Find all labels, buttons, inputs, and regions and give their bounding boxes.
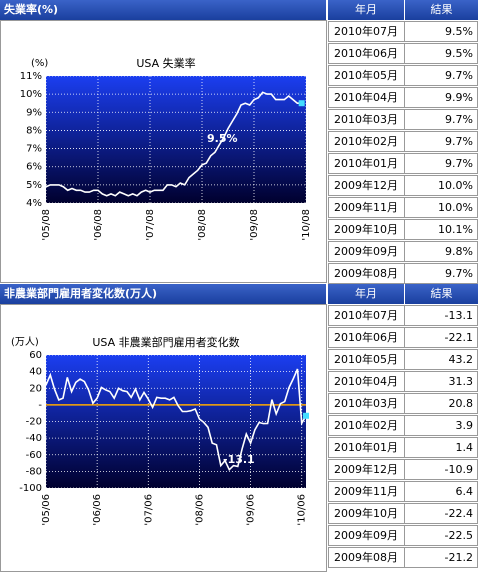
value-cell: -10.9	[404, 459, 478, 480]
date-cell: 2010年02月	[328, 415, 405, 436]
x-tick-label: '06/08	[93, 209, 104, 241]
date-cell: 2010年04月	[328, 87, 405, 108]
y-tick-label: -40	[26, 433, 42, 444]
y-tick-label: 5%	[26, 180, 42, 191]
x-tick-label: '09/08	[249, 209, 260, 241]
y-tick-label: 40	[29, 367, 42, 378]
x-tick-label: '10/08	[301, 209, 312, 241]
chart-title: USA 失業率	[136, 56, 195, 70]
date-cell: 2010年07月	[328, 305, 405, 326]
date-cell: 2009年10月	[328, 503, 405, 524]
value-cell: 9.7%	[404, 131, 478, 152]
date-cell: 2010年06月	[328, 43, 405, 64]
date-cell: 2009年09月	[328, 525, 405, 546]
date-cell: 2009年09月	[328, 241, 405, 262]
x-tick-label: '08/08	[197, 209, 208, 241]
y-tick-label: 10%	[20, 89, 42, 100]
y-tick-label: -60	[26, 450, 42, 461]
value-cell: 9.7%	[404, 153, 478, 174]
x-tick-label: '05/06	[41, 494, 52, 526]
value-cell: 9.8%	[404, 241, 478, 262]
value-cell: -21.2	[404, 547, 478, 568]
chart-box: USA 失業率 (%) 4% 5% 6% 7% 8% 9% 10% 11% '05/08 '06/08…	[0, 20, 327, 283]
y-tick-label: -20	[26, 417, 42, 428]
value-cell: -22.5	[404, 525, 478, 546]
chart-title: USA 非農業部門雇用者変化数	[92, 335, 239, 349]
chart-box: USA 非農業部門雇用者変化数 (万人) -100 -80 -60 -40 -20-20 40…	[0, 304, 327, 572]
col-header: 結果	[405, 284, 478, 304]
annotation: 9.5%	[207, 132, 238, 145]
value-cell: 9.5%	[404, 21, 478, 42]
date-cell: 2010年01月	[328, 153, 405, 174]
date-cell: 2010年03月	[328, 109, 405, 130]
date-cell: 2010年01月	[328, 437, 405, 458]
col-header: 年月	[328, 284, 404, 304]
value-cell: 3.9	[404, 415, 478, 436]
y-axis-label: (万人)	[11, 336, 39, 348]
date-cell: 2010年06月	[328, 327, 405, 348]
y-tick-label: -	[38, 400, 42, 411]
value-cell: 9.5%	[404, 43, 478, 64]
x-tick-label: '10/06	[297, 494, 308, 526]
y-tick-label: 60	[29, 350, 42, 361]
date-cell: 2010年07月	[328, 21, 405, 42]
date-cell: 2010年03月	[328, 393, 405, 414]
value-cell: 6.4	[404, 481, 478, 502]
y-tick-label: 6%	[26, 162, 42, 173]
value-cell: 10.1%	[404, 219, 478, 240]
x-tick-label: '07/08	[145, 209, 156, 241]
x-tick-label: '05/08	[41, 209, 52, 241]
annotation: -13.1	[223, 453, 255, 466]
value-cell: 31.3	[404, 371, 478, 392]
y-tick-label: 20	[29, 383, 42, 394]
date-cell: 2010年02月	[328, 131, 405, 152]
last-point	[298, 100, 305, 107]
value-cell: -22.4	[404, 503, 478, 524]
chart: USA 失業率 (%) 4% 5% 6% 7% 8% 9% 10% 11% '05/08 '06/08…	[20, 56, 312, 241]
last-point	[303, 412, 309, 419]
date-cell: 2009年12月	[328, 459, 405, 480]
series-line	[45, 91, 302, 197]
x-tick-label: '06/06	[92, 494, 103, 526]
col-header: 年月	[328, 0, 404, 20]
date-cell: 2009年11月	[328, 481, 405, 502]
value-cell: 43.2	[404, 349, 478, 370]
chart: USA 非農業部門雇用者変化数(万人)-100-80-60-40-20-2040…	[11, 335, 309, 526]
date-cell: 2010年05月	[328, 349, 405, 370]
x-tick-label: '08/06	[194, 494, 205, 526]
y-tick-label: 8%	[26, 125, 42, 136]
date-cell: 2009年08月	[328, 547, 405, 568]
date-cell: 2010年05月	[328, 65, 405, 86]
value-cell: 9.7%	[404, 109, 478, 130]
date-cell: 2009年08月	[328, 263, 405, 284]
value-cell: 10.0%	[404, 175, 478, 196]
series-line	[45, 368, 307, 472]
date-cell: 2009年12月	[328, 175, 405, 196]
y-tick-label: -100	[19, 483, 42, 494]
value-cell: -13.1	[404, 305, 478, 326]
y-tick-label: -80	[26, 466, 42, 477]
y-tick-label: 9%	[26, 107, 42, 118]
value-cell: -22.1	[404, 327, 478, 348]
x-tick-label: '07/06	[143, 494, 154, 526]
date-cell: 2009年10月	[328, 219, 405, 240]
value-cell: 9.7%	[404, 263, 478, 284]
value-cell: 20.8	[404, 393, 478, 414]
panel-title: 失業率(%)	[0, 0, 326, 20]
y-axis-label: (%)	[31, 58, 48, 69]
value-cell: 10.0%	[404, 197, 478, 218]
panel-title: 非農業部門雇用者変化数(万人)	[0, 284, 326, 304]
date-cell: 2009年11月	[328, 197, 405, 218]
value-cell: 1.4	[404, 437, 478, 458]
col-header: 結果	[405, 0, 478, 20]
value-cell: 9.9%	[404, 87, 478, 108]
y-tick-label: 11%	[20, 71, 42, 82]
date-cell: 2010年04月	[328, 371, 405, 392]
plot-area	[46, 76, 306, 203]
y-tick-label: 7%	[26, 144, 42, 155]
y-tick-label: 4%	[26, 198, 42, 209]
value-cell: 9.7%	[404, 65, 478, 86]
x-tick-label: '09/06	[246, 494, 257, 526]
